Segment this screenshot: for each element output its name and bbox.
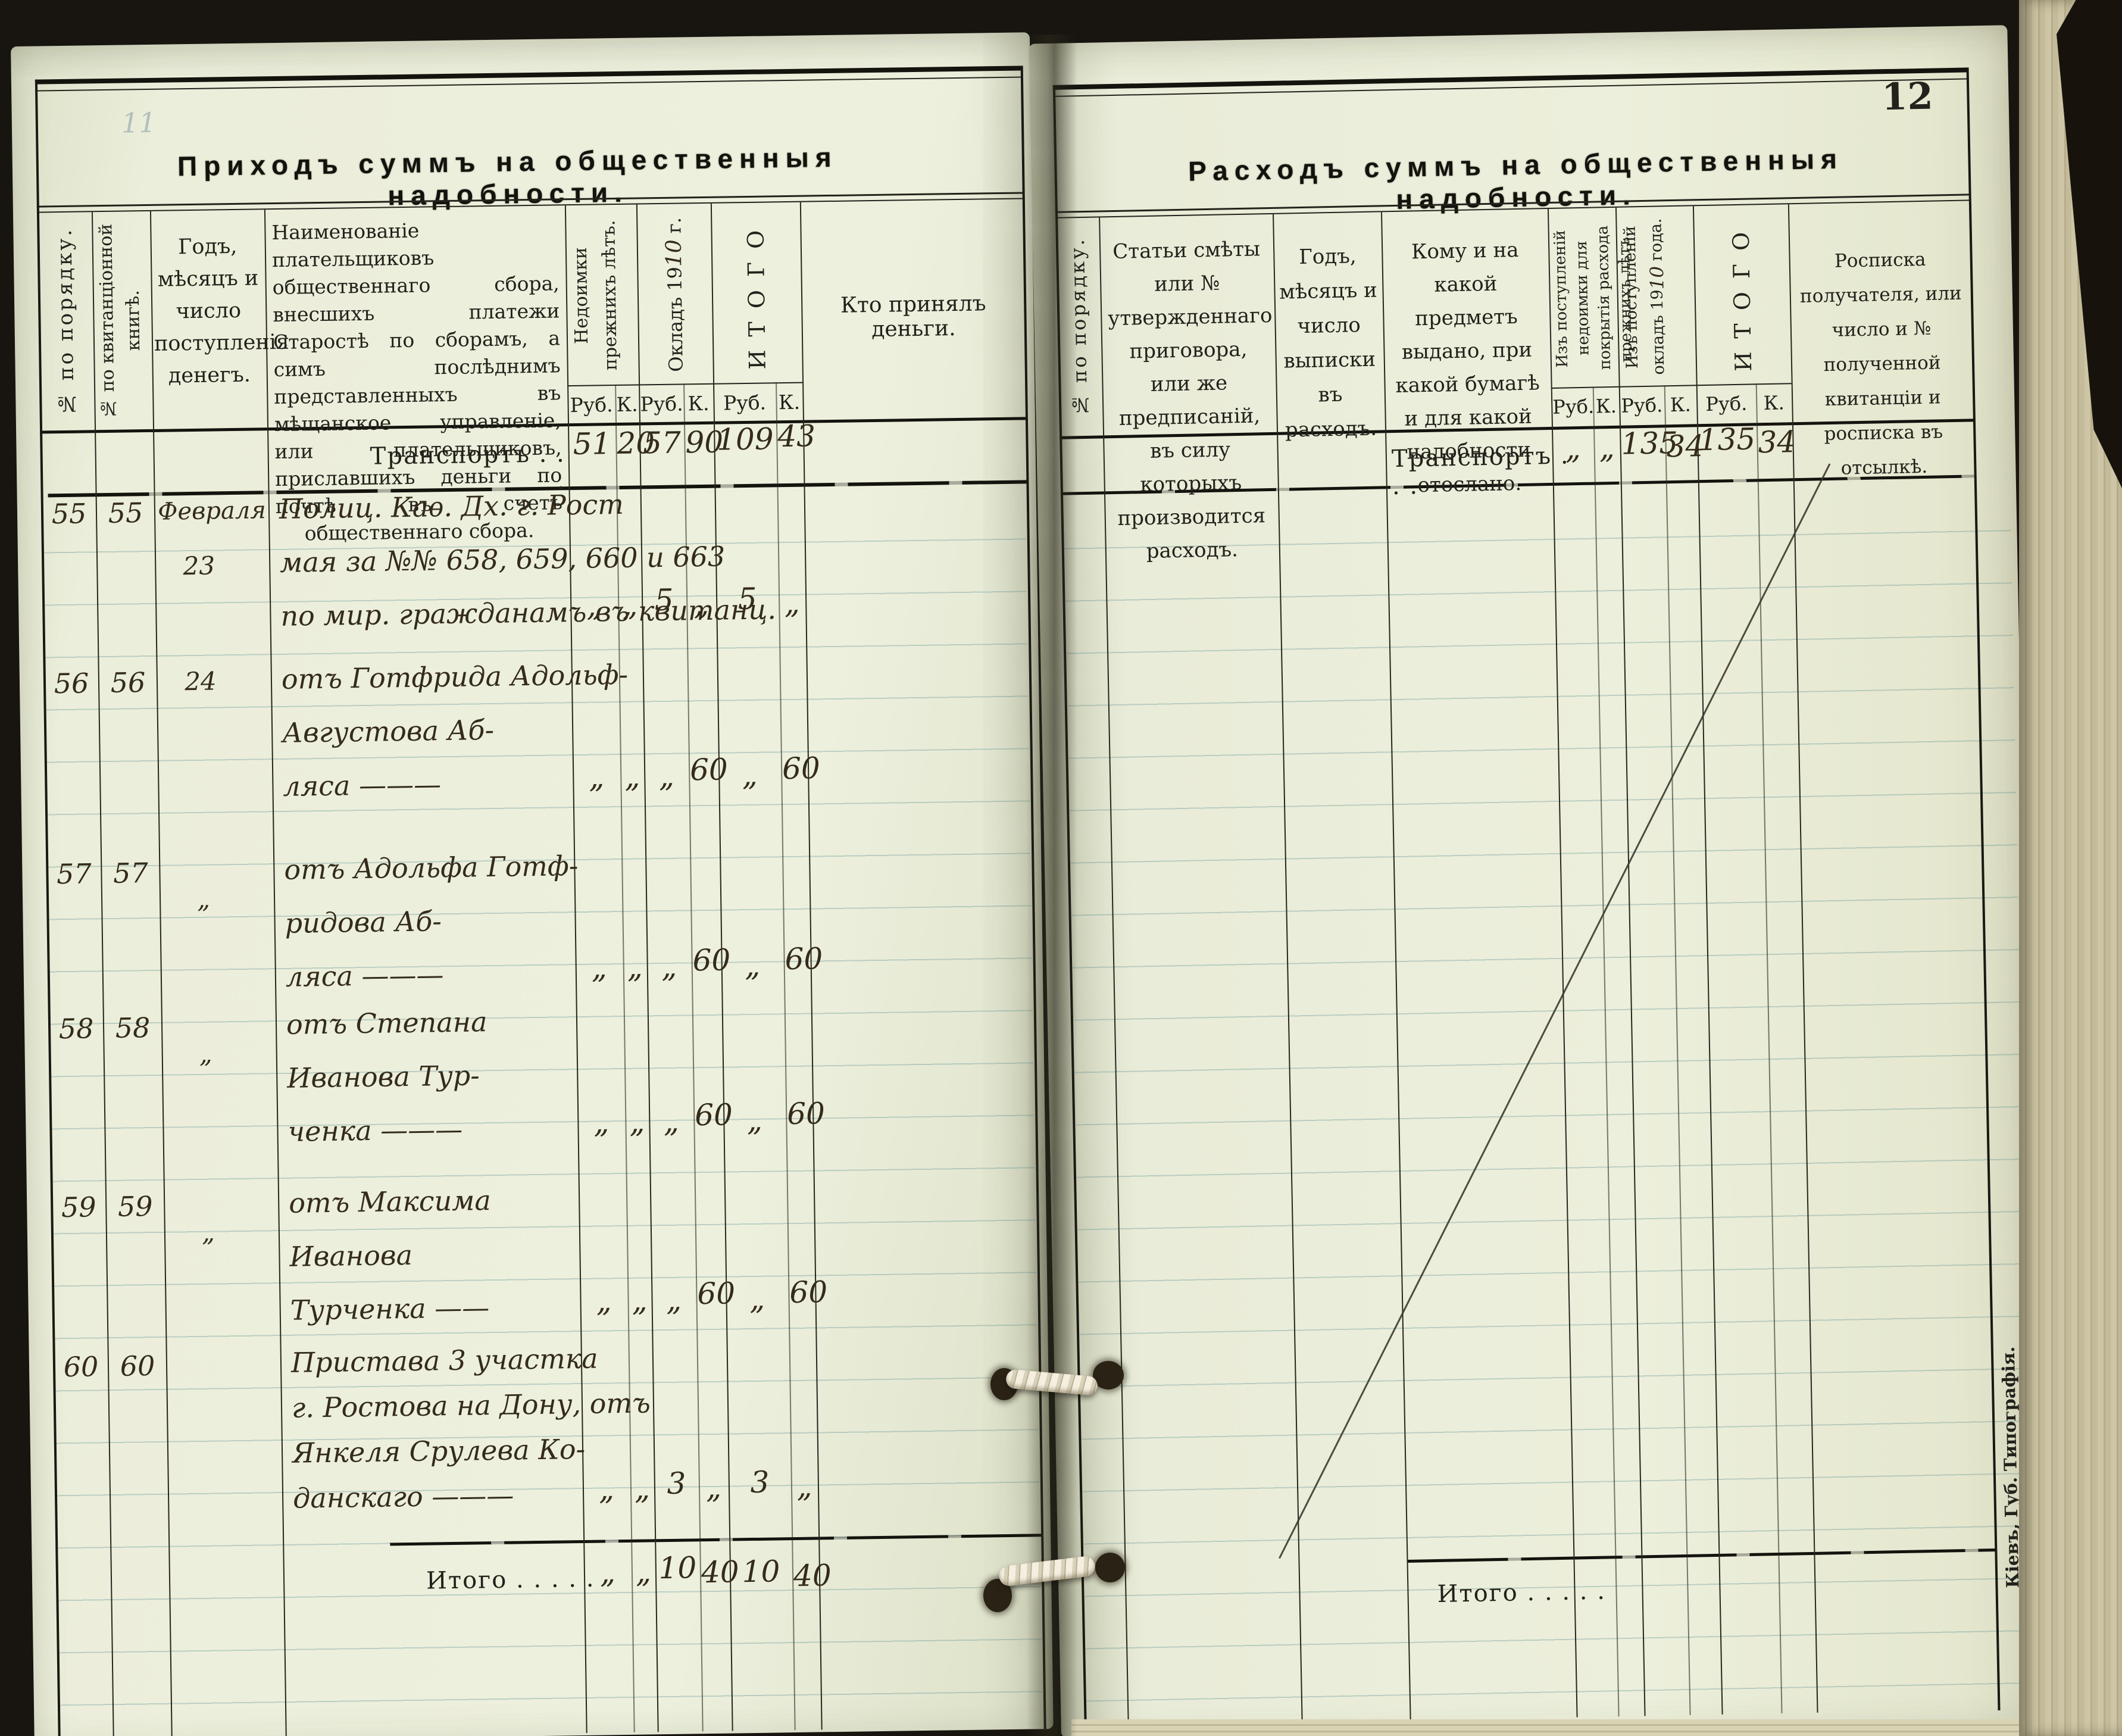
- col-header-from-oklad-year-handwritten: 10: [1646, 266, 1668, 291]
- gutter-shadow: [1026, 35, 1077, 1736]
- bottom-page-edges: [1071, 1719, 2024, 1736]
- subheader-kop: К.: [1670, 393, 1692, 417]
- subheader-kop: К.: [1595, 394, 1617, 418]
- col-header-receipt: Росписка получателя, или число и № получ…: [1799, 248, 1962, 479]
- amount-cell: 135: [1620, 425, 1679, 461]
- col-header-from-arrears: Изъ поступленій недоимки для покрытія ра…: [1551, 225, 1636, 370]
- col-header-expense-date: Годъ, мѣсяцъ и число выписки въ расходъ.: [1279, 244, 1378, 442]
- amount-cell: „: [1565, 431, 1582, 466]
- binding-hole: [1093, 1361, 1124, 1390]
- subheader-rub: Руб.: [1621, 394, 1663, 417]
- subheader-rub: Руб.: [1552, 395, 1595, 419]
- amount-cell: „: [1599, 430, 1615, 466]
- col-header-from-oklad-suffix: года.: [1646, 218, 1666, 267]
- itogo-label: Итого . . . . .: [1437, 1577, 1607, 1609]
- amount-cell: 135: [1698, 421, 1756, 458]
- subheader-kop: К.: [1763, 391, 1785, 415]
- ruled-lines: [1064, 479, 2034, 1727]
- col-header-itogo: ИТОГО: [1727, 218, 1757, 372]
- col-header-article: Статьи смѣты или № утвержденнаго пригово…: [1107, 237, 1273, 564]
- binding-hole: [1095, 1553, 1125, 1582]
- col-header-from-oklad: Изъ поступленій окладъ 1910 года.: [1617, 208, 1695, 385]
- amount-cell: 34: [1666, 429, 1705, 464]
- page-number: 12: [1881, 74, 1934, 119]
- amount-cell: 34: [1757, 424, 1796, 460]
- subheader-rub: Руб.: [1705, 392, 1748, 416]
- transport-label: Транспортъ . . .: [1391, 442, 1570, 501]
